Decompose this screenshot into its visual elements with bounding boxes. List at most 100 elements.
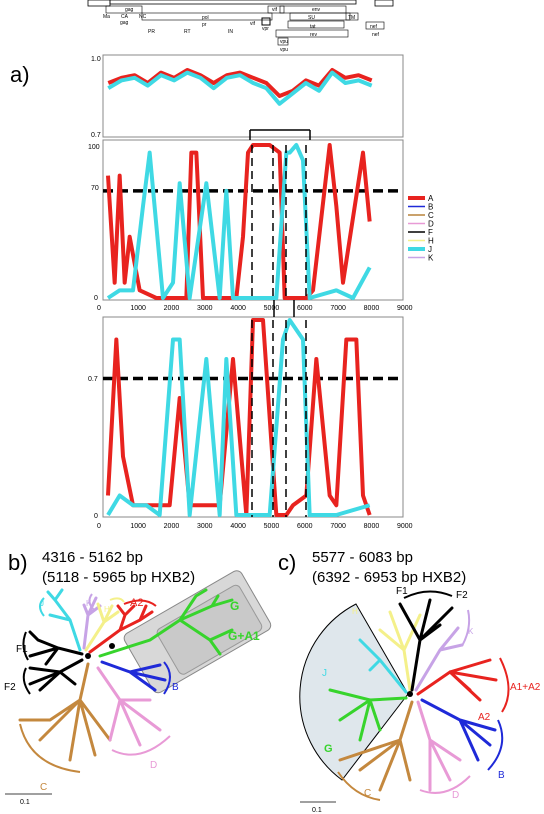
clade-c-b: B <box>498 770 505 781</box>
gene-rt: RT <box>184 29 191 35</box>
sim-ytick-top: 1.0 <box>91 56 101 63</box>
clade-b-b: B <box>172 682 179 693</box>
clade-b-f1: F1 <box>16 644 28 655</box>
gene-ma: Ma <box>103 14 110 20</box>
breakpoint-lines <box>249 129 311 517</box>
legend-label-a: A <box>428 194 434 203</box>
gene-ca: CA <box>121 14 129 20</box>
clade-c-c: C <box>364 788 371 799</box>
gene-vpu-2: vpu <box>280 47 288 53</box>
boot2-xtick-1000: 1000 <box>130 523 146 530</box>
legend-label-c: C <box>428 211 434 220</box>
clade-c-j: J <box>322 668 327 679</box>
panel-c-subtitle: (6392 - 6953 bp HXB2) <box>312 569 466 586</box>
boot2-xtick-8000: 8000 <box>364 523 380 530</box>
clade-b-d: D <box>150 760 157 771</box>
boot2-ytick-0: 0 <box>94 513 98 520</box>
boot2-xtick-9000: 9000 <box>397 523 413 530</box>
boot-xtick-7000: 7000 <box>330 305 346 312</box>
gene-pol-box: pr <box>202 22 207 28</box>
panel-c-title: 5577 - 6083 bp <box>312 549 413 566</box>
boot-ytick-100: 100 <box>88 144 100 151</box>
sector-highlight <box>299 603 409 781</box>
similarity-plot <box>107 68 373 106</box>
gene-nef: nef <box>370 24 378 30</box>
recombinant-box-inner <box>156 584 263 675</box>
clade-b-g: G <box>230 599 239 613</box>
gene-env: env <box>312 7 321 13</box>
bootscan-x-ticks: 0 1000 2000 3000 4000 5000 6000 7000 8000 9000 <box>97 305 413 312</box>
clade-c-k: K <box>468 627 474 636</box>
boot-xtick-2000: 2000 <box>164 305 180 312</box>
gene-gag-box: gag <box>125 7 134 13</box>
genome-map: Ma CA gag NC gag pol pr PR RT IN vif vif… <box>87 0 394 53</box>
boot-xtick-5000: 5000 <box>264 305 280 312</box>
boot2-ytick-07: 0.7 <box>88 376 98 383</box>
legend-label-j: J <box>428 245 432 254</box>
boot-ytick-70: 70 <box>91 185 99 192</box>
clade-c-d: D <box>452 790 459 801</box>
clade-c-a1a2: A1+A2 <box>510 682 541 693</box>
gene-vif: vif <box>250 21 256 27</box>
sim-ytick-bottom: 0.7 <box>91 132 101 139</box>
panel-c-label: c) <box>278 550 296 575</box>
boot-xtick-1000: 1000 <box>130 305 146 312</box>
tree-c: F1 F2 H K J A1+A2 A2 G C D B <box>299 586 541 801</box>
series-line-a <box>106 318 372 517</box>
boot2-xtick-7000: 7000 <box>330 523 346 530</box>
boot-xtick-9000: 9000 <box>397 305 413 312</box>
legend-label-k: K <box>428 254 434 263</box>
bootscan-plot <box>103 143 403 300</box>
gene-nef-2: nef <box>372 32 380 38</box>
boot2-xtick-6000: 6000 <box>297 523 313 530</box>
bootscan2-plot <box>103 318 403 517</box>
boot-xtick-4000: 4000 <box>230 305 246 312</box>
clade-b-k: K <box>86 599 92 608</box>
tree-b: J K H A2 G G+A1 F1 F2 C D B <box>4 570 272 793</box>
boot2-xtick-2000: 2000 <box>164 523 180 530</box>
series-line-j <box>106 143 372 300</box>
clade-b-a2: A2 <box>130 597 143 609</box>
gene-vif-box: vif <box>272 7 278 13</box>
legend-label-d: D <box>428 220 434 229</box>
clade-b-h: H <box>104 605 110 614</box>
boot-xtick-0: 0 <box>97 305 101 312</box>
gene-pol: pol <box>202 15 209 21</box>
gene-nc: NC <box>139 14 147 20</box>
clade-b-c: C <box>40 782 47 793</box>
panel-b-title: 4316 - 5162 bp <box>42 549 143 566</box>
clade-c-f2: F2 <box>456 590 468 601</box>
boot-xtick-6000: 6000 <box>297 305 313 312</box>
series-line-j <box>107 70 373 106</box>
boot2-xtick-0: 0 <box>97 523 101 530</box>
gene-pr: PR <box>148 29 155 35</box>
gene-in: IN <box>228 29 233 35</box>
scale-b-label: 0.1 <box>20 799 30 806</box>
panel-b-label: b) <box>8 550 28 575</box>
gene-tm: TM <box>348 15 355 21</box>
boot-xtick-8000: 8000 <box>364 305 380 312</box>
legend-label-h: H <box>428 237 434 246</box>
clade-c-h: H <box>352 607 358 616</box>
scale-c-label: 0.1 <box>312 807 322 814</box>
boot2-xtick-4000: 4000 <box>230 523 246 530</box>
legend-label-f: F <box>428 228 433 237</box>
panel-a-label: a) <box>10 62 30 87</box>
clade-b-j: J <box>40 599 44 608</box>
boot2-xtick-5000: 5000 <box>264 523 280 530</box>
gene-vpr: vpr <box>262 26 269 32</box>
gene-su: SU <box>308 15 315 21</box>
clade-b-f2: F2 <box>4 682 16 693</box>
clade-c-a2: A2 <box>478 712 491 723</box>
legend-label-b: B <box>428 203 433 212</box>
panel-b-subtitle: (5118 - 5965 bp HXB2) <box>42 569 195 586</box>
gene-gag: gag <box>120 20 129 26</box>
series-line-j <box>106 318 371 517</box>
similarity-frame <box>102 54 404 138</box>
boot-xtick-3000: 3000 <box>197 305 213 312</box>
gene-vpu: vpu <box>280 39 288 45</box>
clade-c-g: G <box>324 743 333 755</box>
gene-rev: rev <box>310 32 317 38</box>
